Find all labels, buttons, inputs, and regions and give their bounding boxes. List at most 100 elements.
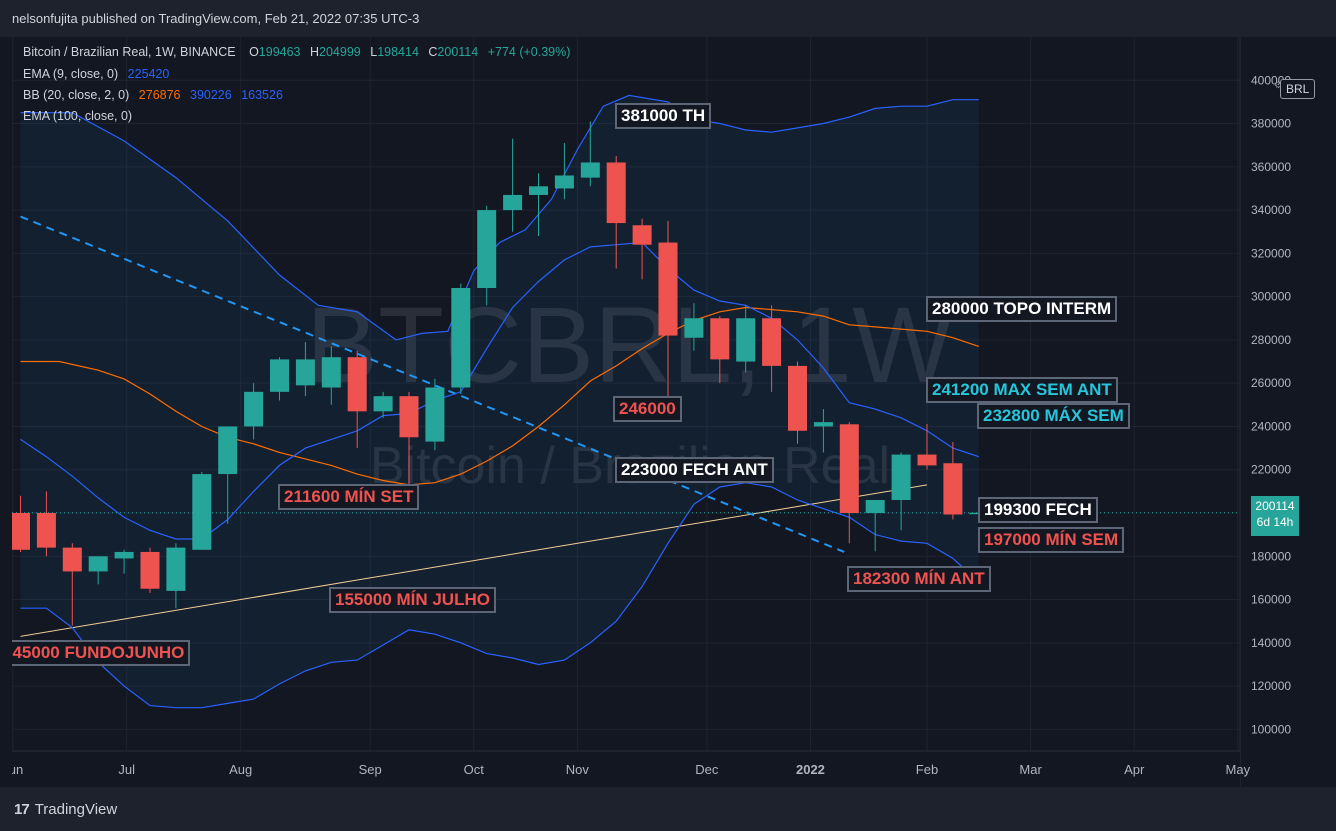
candle[interactable] (270, 357, 289, 401)
annotation-223000-fech-ant: 223000 FECH ANT (615, 457, 774, 483)
annotation-197000-min-sem: 197000 MÍN SEM (978, 527, 1125, 553)
legend-change: +774 (+0.39%) (487, 45, 571, 59)
candle[interactable] (632, 218, 652, 280)
candle[interactable] (684, 303, 704, 351)
candle[interactable] (736, 305, 756, 373)
annotation-211600-min-set: 211600 MÍN SET (278, 484, 420, 510)
candle[interactable] (917, 423, 937, 470)
candle[interactable] (62, 543, 82, 626)
candle-body (917, 454, 937, 466)
publisher-line: nelsonfujita published on TradingView.co… (12, 11, 420, 26)
price-tick-label: 280000 (1251, 333, 1291, 347)
ohlc-value: 200114 (437, 45, 479, 59)
price-tick-label: 100000 (1251, 722, 1291, 736)
legend-bb-row[interactable]: BB (20, close, 2, 0) 276876 390226 16352… (23, 88, 283, 102)
ohlc-key: C (428, 45, 438, 59)
price-tick-label: 300000 (1251, 290, 1291, 304)
candle-body (788, 365, 807, 431)
candle[interactable] (295, 342, 315, 397)
time-axis[interactable]: Jun Jul Aug Sep Oct Nov Dec 2022 Feb Mar Apr May (2, 750, 1251, 787)
annotation-241200-max-sem-ant: 241200 MAX SEM ANT (926, 377, 1118, 403)
candle[interactable] (88, 556, 108, 585)
candle[interactable] (373, 391, 393, 418)
candle[interactable] (399, 391, 419, 485)
candle-body (192, 474, 212, 550)
tradingview-brand[interactable]: 17 TradingView (14, 801, 117, 818)
candle-body (166, 547, 186, 591)
candle[interactable] (710, 316, 730, 384)
watermark: BTCBRL, 1W Bitcoin / Brazilian Real (306, 284, 954, 495)
price-tick-label: 240000 (1251, 419, 1291, 433)
candle-body (425, 387, 445, 442)
price-tick-label: 220000 (1251, 463, 1291, 477)
candle[interactable] (658, 220, 678, 403)
time-axis-background (12, 751, 1240, 787)
settings-icon[interactable]: ⚙ (1274, 80, 1283, 91)
candle-body (839, 424, 859, 513)
price-axis[interactable]: 1000001200001400001600001800002000002200… (1239, 37, 1328, 787)
candle[interactable] (813, 409, 833, 453)
candle[interactable] (529, 173, 548, 237)
price-tick-label: 320000 (1251, 246, 1291, 260)
candle[interactable] (347, 350, 367, 449)
candle[interactable] (943, 442, 963, 520)
annotation-280000-topo-interm: 280000 TOPO INTERM (926, 296, 1118, 322)
candle[interactable] (788, 361, 807, 444)
candle-body (529, 186, 548, 195)
currency-button[interactable]: BRL (1280, 79, 1316, 99)
current-price-value: 200114 (1255, 499, 1295, 513)
candle-body (503, 194, 523, 211)
legend-ema100-row[interactable]: EMA (100, close, 0) (23, 109, 132, 123)
candle[interactable] (425, 378, 445, 451)
candle[interactable] (140, 547, 160, 594)
annotation-clip: 145000 FUNDOJUNHO (12, 640, 212, 672)
ohlc-value: 204999 (319, 45, 361, 59)
price-tick-label: 140000 (1251, 636, 1291, 650)
candle-body (62, 547, 82, 572)
candle[interactable] (192, 471, 212, 550)
candle-body (865, 500, 885, 513)
ohlc-value: 199463 (258, 45, 301, 59)
candle-body (295, 359, 315, 386)
candle-body (554, 175, 574, 189)
time-tick-label: Mar (1019, 762, 1042, 777)
time-tick-label: Aug (229, 762, 252, 777)
candle[interactable] (503, 138, 523, 232)
time-tick-label: May (1226, 762, 1251, 777)
candle[interactable] (218, 426, 238, 524)
candle-body (244, 391, 264, 427)
candle-body (943, 463, 963, 515)
annotation-232800-max-sem: 232800 MÁX SEM (977, 403, 1130, 429)
legend-bb-name: BB (20, close, 2, 0) (23, 88, 130, 102)
candle[interactable] (865, 500, 885, 552)
candle-body (140, 551, 160, 589)
current-price-badge: 200114 6d 14h (1251, 496, 1299, 536)
publisher-header: nelsonfujita published on TradingView.co… (0, 0, 1336, 37)
tradingview-brand-text: TradingView (34, 801, 118, 818)
price-tick-label: 340000 (1251, 203, 1291, 217)
candle[interactable] (36, 491, 56, 557)
candle[interactable] (554, 143, 574, 200)
candle[interactable] (891, 452, 911, 531)
candle[interactable] (11, 495, 30, 552)
legend-ema9-value: 225420 (127, 67, 170, 81)
time-tick-label: Sep (359, 762, 382, 777)
price-axis-background (1240, 37, 1328, 787)
annotation-155000-min-julho: 155000 MÍN JULHO (329, 587, 496, 613)
price-tick-label: 160000 (1251, 593, 1291, 607)
candle[interactable] (321, 346, 341, 405)
candle[interactable] (114, 549, 134, 574)
candle[interactable] (451, 283, 471, 394)
candle[interactable] (477, 205, 497, 306)
candle[interactable] (606, 156, 626, 269)
candle[interactable] (580, 121, 600, 187)
candle[interactable] (166, 543, 186, 609)
candle[interactable] (762, 305, 782, 392)
price-tick-label: 180000 (1251, 549, 1291, 563)
candle[interactable] (244, 383, 264, 440)
legend-ema9-row[interactable]: EMA (9, close, 0) 225420 (23, 67, 169, 81)
candle[interactable] (839, 422, 859, 544)
time-tick-label: Oct (464, 762, 485, 777)
candle-body (451, 287, 471, 388)
chart-area[interactable]: BTCBRL, 1W Bitcoin / Brazilian Real 1000… (2, 37, 1328, 787)
